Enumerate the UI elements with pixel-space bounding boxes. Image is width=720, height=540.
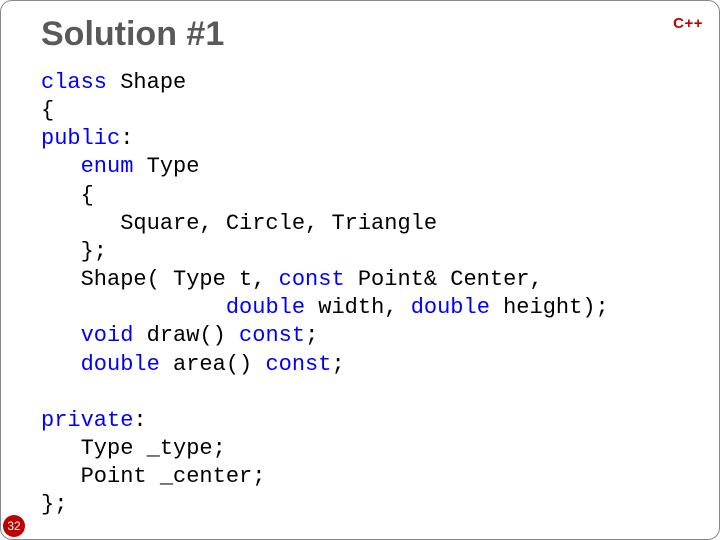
code-text: Square, Circle, Triangle (41, 211, 437, 236)
code-line: class Shape (41, 69, 679, 97)
code-line: public: (41, 125, 679, 153)
code-text: ; (331, 352, 344, 377)
code-text: Type (133, 154, 199, 179)
code-text (41, 323, 81, 348)
code-keyword: enum (81, 154, 134, 179)
code-text: { (41, 183, 94, 208)
code-line: double area() const; (41, 351, 679, 379)
code-keyword: const (239, 323, 305, 348)
code-line: private: (41, 407, 679, 435)
code-text: : (133, 408, 146, 433)
code-line: void draw() const; (41, 322, 679, 350)
code-text: }; (41, 492, 67, 517)
code-line (41, 379, 679, 407)
code-block: class Shape{public: enum Type { Square, … (41, 69, 679, 520)
code-keyword: double (411, 295, 490, 320)
code-text: Type _type; (41, 436, 226, 461)
code-text (41, 352, 81, 377)
language-badge: C++ (673, 15, 703, 32)
code-text (41, 154, 81, 179)
code-keyword: void (81, 323, 134, 348)
code-line: enum Type (41, 153, 679, 181)
code-text: draw() (133, 323, 239, 348)
code-text: Point& Center, (345, 267, 543, 292)
slide-number-badge: 32 (3, 515, 25, 537)
code-keyword: double (226, 295, 305, 320)
slide-container: C++ Solution #1 class Shape{public: enum… (0, 0, 720, 540)
code-line: Shape( Type t, const Point& Center, (41, 266, 679, 294)
code-text: Shape (107, 70, 186, 95)
code-text: Shape( Type t, (41, 267, 279, 292)
code-text: { (41, 98, 54, 123)
code-keyword: class (41, 70, 107, 95)
code-text (41, 295, 226, 320)
code-keyword: double (81, 352, 160, 377)
code-line: { (41, 182, 679, 210)
code-text: height); (490, 295, 609, 320)
code-line: Square, Circle, Triangle (41, 210, 679, 238)
code-keyword: public (41, 126, 120, 151)
code-line: }; (41, 491, 679, 519)
code-line: { (41, 97, 679, 125)
code-keyword: private (41, 408, 133, 433)
code-text: width, (305, 295, 411, 320)
code-line: }; (41, 238, 679, 266)
code-text: ; (305, 323, 318, 348)
code-text: : (120, 126, 133, 151)
code-text: }; (41, 239, 107, 264)
code-keyword: const (265, 352, 331, 377)
code-text: area() (160, 352, 266, 377)
code-line: Type _type; (41, 435, 679, 463)
code-keyword: const (279, 267, 345, 292)
code-line: double width, double height); (41, 294, 679, 322)
slide-number: 32 (7, 519, 20, 533)
code-text: Point _center; (41, 464, 265, 489)
slide-title: Solution #1 (41, 15, 224, 54)
code-line: Point _center; (41, 463, 679, 491)
